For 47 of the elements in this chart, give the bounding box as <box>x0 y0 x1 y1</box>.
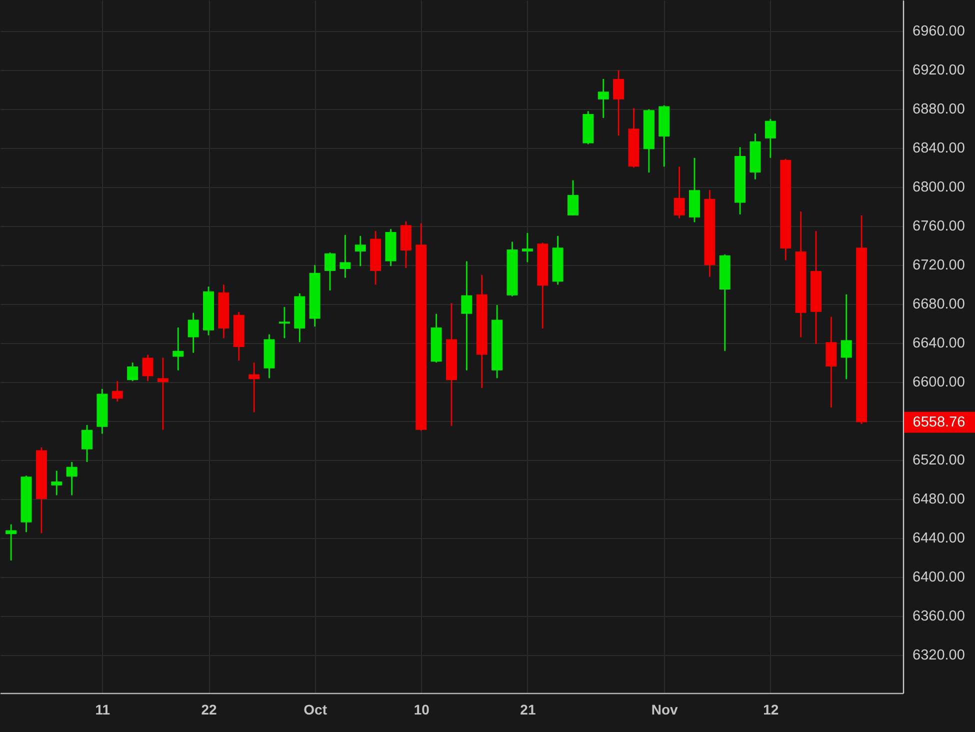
candlestick <box>112 380 123 402</box>
candlestick <box>157 357 168 431</box>
y-tick-label: 6760.00 <box>912 218 965 235</box>
x-tick-label: 12 <box>763 702 779 718</box>
candlestick <box>613 69 624 136</box>
candlestick <box>340 234 351 278</box>
candlestick <box>142 354 154 382</box>
candlestick <box>51 470 62 496</box>
y-tick-label: 6800.00 <box>912 180 965 196</box>
y-tick-label: 6440.00 <box>912 530 965 547</box>
candlestick <box>764 118 776 159</box>
candlestick <box>324 252 336 292</box>
y-tick-label: 6680.00 <box>912 296 965 313</box>
candlestick <box>172 326 184 372</box>
candlestick <box>567 180 578 216</box>
y-tick-label: 6840.00 <box>912 140 965 157</box>
x-tick-label: 21 <box>520 702 536 718</box>
y-tick-label: 6920.00 <box>912 62 965 79</box>
candlestick <box>6 524 17 562</box>
y-tick-label: 6960.00 <box>912 24 965 40</box>
y-tick-label: 6520.00 <box>912 452 965 469</box>
candlestick <box>66 461 78 496</box>
y-tick-label: 6360.00 <box>912 608 965 624</box>
x-tick-label: Nov <box>651 702 678 718</box>
candlestick <box>248 362 260 413</box>
y-tick-label: 6880.00 <box>912 102 965 118</box>
x-tick-label: Oct <box>304 702 328 718</box>
candlestick <box>188 312 199 354</box>
candlestick <box>278 306 290 339</box>
x-tick-label: 11 <box>95 702 110 718</box>
y-tick-label: 6320.00 <box>912 647 965 664</box>
y-tick-label: 6720.00 <box>912 258 965 274</box>
text: 6558.76 <box>912 414 966 430</box>
candlestick <box>127 362 138 382</box>
x-tick-label: 22 <box>201 702 218 718</box>
candlestick <box>82 424 93 463</box>
candlestick <box>354 235 366 267</box>
y-tick-label: 6640.00 <box>912 336 965 352</box>
candlestick <box>840 294 852 380</box>
y-tick-label: 6480.00 <box>912 492 965 508</box>
candlestick <box>522 232 533 263</box>
candlestick <box>598 78 609 119</box>
y-tick-label: 6600.00 <box>912 374 965 391</box>
x-tick-label: 10 <box>414 702 430 718</box>
candlestick <box>674 166 685 220</box>
candlestick <box>461 260 472 372</box>
y-tick-label: 6400.00 <box>912 570 965 586</box>
